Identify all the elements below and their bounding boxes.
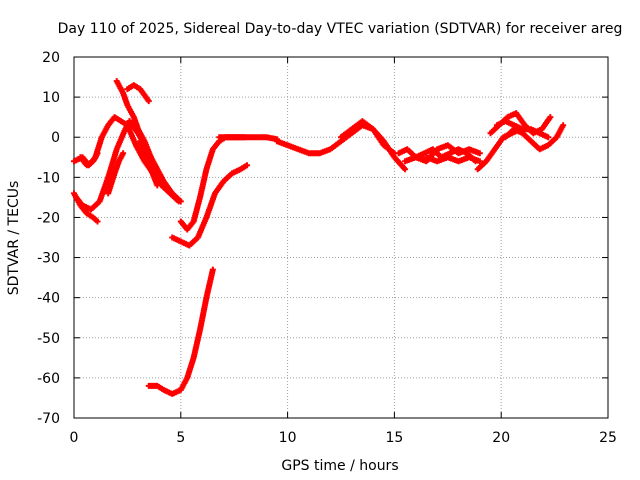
series-arc-22: [493, 118, 552, 141]
series-arc-7: [124, 82, 152, 105]
data-point: [120, 150, 127, 157]
series-arc-19: [474, 126, 524, 173]
x-tick-label: 15: [385, 430, 403, 446]
y-tick-label: 20: [42, 50, 60, 66]
x-tick-label: 10: [279, 430, 297, 446]
data-point: [145, 98, 152, 105]
data-point: [154, 182, 161, 189]
y-tick-label: -40: [37, 291, 60, 307]
data-points: [71, 78, 567, 397]
series-arc-4: [73, 118, 133, 213]
series-arc-18: [402, 142, 483, 165]
series-arc-9: [137, 138, 161, 189]
grid: [74, 57, 608, 418]
data-point: [476, 158, 483, 165]
series-arc-3: [77, 150, 101, 169]
data-point: [94, 150, 101, 157]
y-tick-label: -60: [37, 371, 60, 387]
data-point: [560, 122, 567, 129]
series-arc-13: [216, 134, 280, 143]
x-tick-label: 20: [492, 430, 510, 446]
data-point: [547, 114, 554, 121]
y-tick-label: -70: [37, 411, 60, 427]
series-arc-11: [169, 162, 251, 249]
y-tick-label: -10: [37, 170, 60, 186]
x-tick-label: 5: [176, 430, 185, 446]
chart-title: Day 110 of 2025, Sidereal Day-to-day VTE…: [58, 21, 623, 37]
series-arc-5: [105, 150, 127, 197]
y-axis-label: SDTVAR / TECUs: [6, 181, 22, 296]
y-tick-label: -30: [37, 251, 60, 267]
plot-frame: [73, 56, 609, 419]
y-tick-label: 0: [51, 130, 60, 146]
data-point: [209, 266, 216, 273]
data-point: [244, 162, 251, 169]
data-point: [94, 218, 101, 225]
data-point: [177, 198, 184, 205]
series-arc-8: [126, 118, 184, 205]
axis-ticks: 0 5 10 15 20 25 20 10 0 -10 -20 -30 -40 -50 -60 -70: [37, 50, 617, 446]
y-tick-label: -50: [37, 331, 60, 347]
data-point: [545, 134, 552, 141]
data-point: [402, 166, 409, 173]
series-arc-15: [338, 118, 398, 157]
x-tick-label: 0: [70, 430, 79, 446]
series-arc-21: [502, 122, 567, 153]
data-point: [476, 150, 483, 157]
y-tick-label: -20: [37, 210, 60, 226]
x-axis-label: GPS time / hours: [281, 458, 398, 474]
x-tick-label: 25: [599, 430, 617, 446]
series-arc-12: [145, 266, 216, 397]
y-tick-label: 10: [42, 90, 60, 106]
